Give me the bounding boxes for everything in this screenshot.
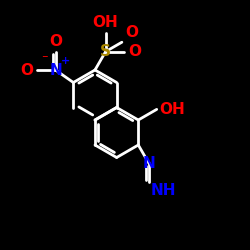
Text: OH: OH xyxy=(159,102,185,117)
Text: +: + xyxy=(60,56,70,66)
Text: O: O xyxy=(126,25,138,40)
Text: N: N xyxy=(50,63,62,78)
Text: ⁻: ⁻ xyxy=(41,54,48,66)
Text: N: N xyxy=(142,156,155,171)
Text: O: O xyxy=(50,34,62,49)
Text: S: S xyxy=(100,44,111,59)
Text: NH: NH xyxy=(150,184,176,198)
Text: O: O xyxy=(20,63,34,78)
Text: OH: OH xyxy=(93,15,118,30)
Text: O: O xyxy=(128,44,141,59)
